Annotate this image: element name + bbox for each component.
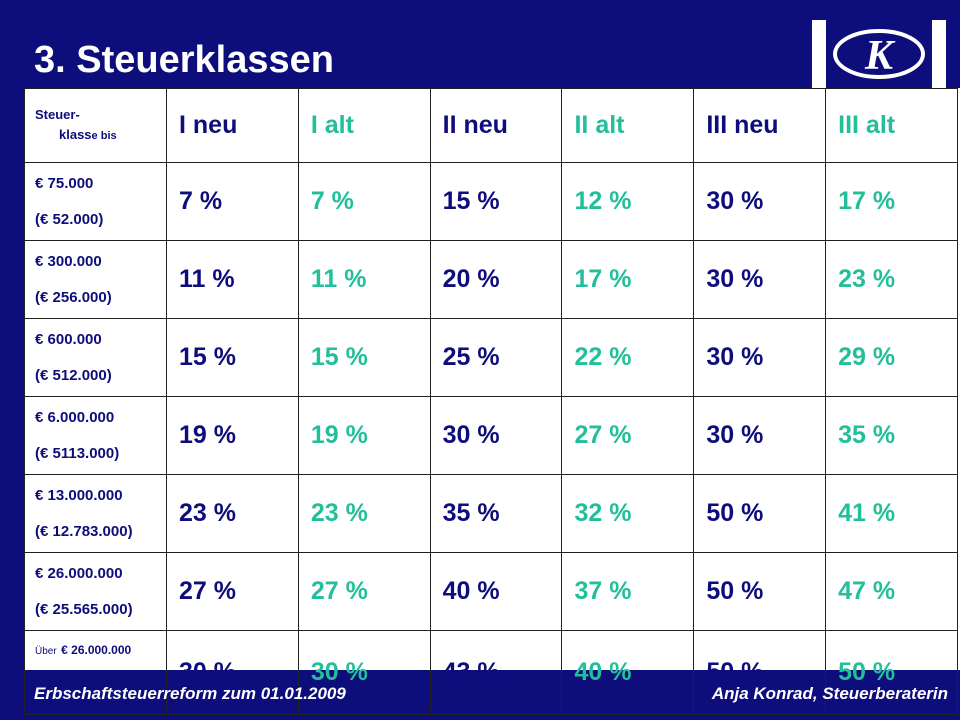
amount-cell: € 300.000 (€ 256.000) <box>24 240 167 319</box>
table-row: € 6.000.000 (€ 5113.000) 19 % 19 % 30 % … <box>24 396 958 475</box>
slide-title: 3. Steuerklassen <box>34 39 334 81</box>
rate-iii-alt: 50 % <box>825 630 958 715</box>
amount-old: (€ 512.000) <box>35 366 112 384</box>
table-row: Über € 26.000.000 30 % 30 % 43 % 40 % 50… <box>24 630 958 715</box>
amount-new: € 26.000.000 <box>61 643 132 657</box>
amount-prefix: Über <box>35 646 57 657</box>
rate-ii-neu: 25 % <box>429 318 563 397</box>
table-row: € 300.000 (€ 256.000) 11 % 11 % 20 % 17 … <box>24 240 958 319</box>
amount-new: € 26.000.000 <box>35 564 123 582</box>
rate-iii-neu: 50 % <box>693 630 827 715</box>
column-header-iii-alt: III alt <box>825 88 958 163</box>
table-row: € 600.000 (€ 512.000) 15 % 15 % 25 % 22 … <box>24 318 958 397</box>
rate-ii-alt: 17 % <box>561 240 695 319</box>
header-label-line2: klasse bis <box>59 127 117 142</box>
column-header-ii-neu: II neu <box>429 88 563 163</box>
rate-iii-alt: 29 % <box>825 318 958 397</box>
column-header-i-alt: I alt <box>297 88 431 163</box>
rate-iii-neu: 30 % <box>693 396 827 475</box>
amount-new: € 13.000.000 <box>35 486 123 504</box>
header-row: Steuer- klasse bis I neu I alt II neu II… <box>24 88 958 163</box>
rate-i-alt: 15 % <box>297 318 431 397</box>
column-header-i-neu: I neu <box>166 88 299 163</box>
rate-ii-neu: 15 % <box>429 162 563 241</box>
rate-i-alt: 7 % <box>297 162 431 241</box>
rate-i-alt: 30 % <box>297 630 431 715</box>
rate-iii-alt: 17 % <box>825 162 958 241</box>
amount-old: (€ 5113.000) <box>35 444 120 462</box>
rate-ii-alt: 32 % <box>561 474 695 553</box>
title-bar <box>0 0 960 88</box>
header-label-line1: Steuer- <box>35 107 80 122</box>
rate-ii-neu: 40 % <box>429 552 563 631</box>
rate-i-neu: 30 % <box>166 630 299 715</box>
amount-cell: Über € 26.000.000 <box>24 630 167 715</box>
rate-ii-alt: 27 % <box>561 396 695 475</box>
rate-i-neu: 15 % <box>166 318 299 397</box>
amount-cell: € 600.000 (€ 512.000) <box>24 318 167 397</box>
amount-cell: € 75.000 (€ 52.000) <box>24 162 167 241</box>
rate-iii-neu: 30 % <box>693 162 827 241</box>
header-label-cell: Steuer- klasse bis <box>24 88 167 163</box>
logo-letter: K <box>864 33 896 79</box>
rate-iii-neu: 30 % <box>693 240 827 319</box>
rate-ii-neu: 43 % <box>429 630 563 715</box>
amount-cell: € 26.000.000 (€ 25.565.000) <box>24 552 167 631</box>
amount-new: € 300.000 <box>35 252 102 270</box>
amount-new: € 6.000.000 <box>35 408 115 426</box>
amount-cell: € 13.000.000 (€ 12.783.000) <box>24 474 167 553</box>
amount-old: (€ 256.000) <box>35 288 112 306</box>
logo-k-icon: K <box>833 29 925 79</box>
rate-i-neu: 27 % <box>166 552 299 631</box>
table-row: € 13.000.000 (€ 12.783.000) 23 % 23 % 35… <box>24 474 958 553</box>
rate-iii-alt: 47 % <box>825 552 958 631</box>
amount-cell: € 6.000.000 (€ 5113.000) <box>24 396 167 475</box>
rate-iii-alt: 35 % <box>825 396 958 475</box>
column-header-ii-alt: II alt <box>561 88 695 163</box>
rate-i-alt: 23 % <box>297 474 431 553</box>
rate-iii-alt: 23 % <box>825 240 958 319</box>
rate-ii-alt: 22 % <box>561 318 695 397</box>
rate-i-alt: 11 % <box>297 240 431 319</box>
footer-author: Anja Konrad, Steuerberaterin <box>711 684 948 703</box>
tax-class-table: Steuer- klasse bis I neu I alt II neu II… <box>24 88 958 715</box>
rate-ii-alt: 12 % <box>561 162 695 241</box>
table-row: € 75.000 (€ 52.000) 7 % 7 % 15 % 12 % 30… <box>24 162 958 241</box>
rate-ii-neu: 35 % <box>429 474 563 553</box>
rate-iii-neu: 50 % <box>693 552 827 631</box>
rate-ii-alt: 40 % <box>561 630 695 715</box>
rate-i-alt: 19 % <box>297 396 431 475</box>
rate-ii-alt: 37 % <box>561 552 695 631</box>
company-logo: K <box>812 20 946 88</box>
rate-iii-neu: 50 % <box>693 474 827 553</box>
rate-i-alt: 27 % <box>297 552 431 631</box>
left-bar <box>0 0 24 720</box>
rate-ii-neu: 30 % <box>429 396 563 475</box>
rate-i-neu: 23 % <box>166 474 299 553</box>
rate-ii-neu: 20 % <box>429 240 563 319</box>
tax-class-table-area: Steuer- klasse bis I neu I alt II neu II… <box>24 88 960 715</box>
amount-new: € 600.000 <box>35 330 102 348</box>
footer-topic: Erbschaftsteuerreform zum 01.01.2009 <box>34 684 346 703</box>
column-header-iii-neu: III neu <box>693 88 827 163</box>
table-row: € 26.000.000 (€ 25.565.000) 27 % 27 % 40… <box>24 552 958 631</box>
rate-i-neu: 7 % <box>166 162 299 241</box>
rate-iii-neu: 30 % <box>693 318 827 397</box>
rate-i-neu: 11 % <box>166 240 299 319</box>
rate-iii-alt: 41 % <box>825 474 958 553</box>
amount-old: (€ 25.565.000) <box>35 600 133 618</box>
amount-new: € 75.000 <box>35 174 94 192</box>
amount-old: (€ 12.783.000) <box>35 522 133 540</box>
amount-old: (€ 52.000) <box>35 210 104 228</box>
rate-i-neu: 19 % <box>166 396 299 475</box>
